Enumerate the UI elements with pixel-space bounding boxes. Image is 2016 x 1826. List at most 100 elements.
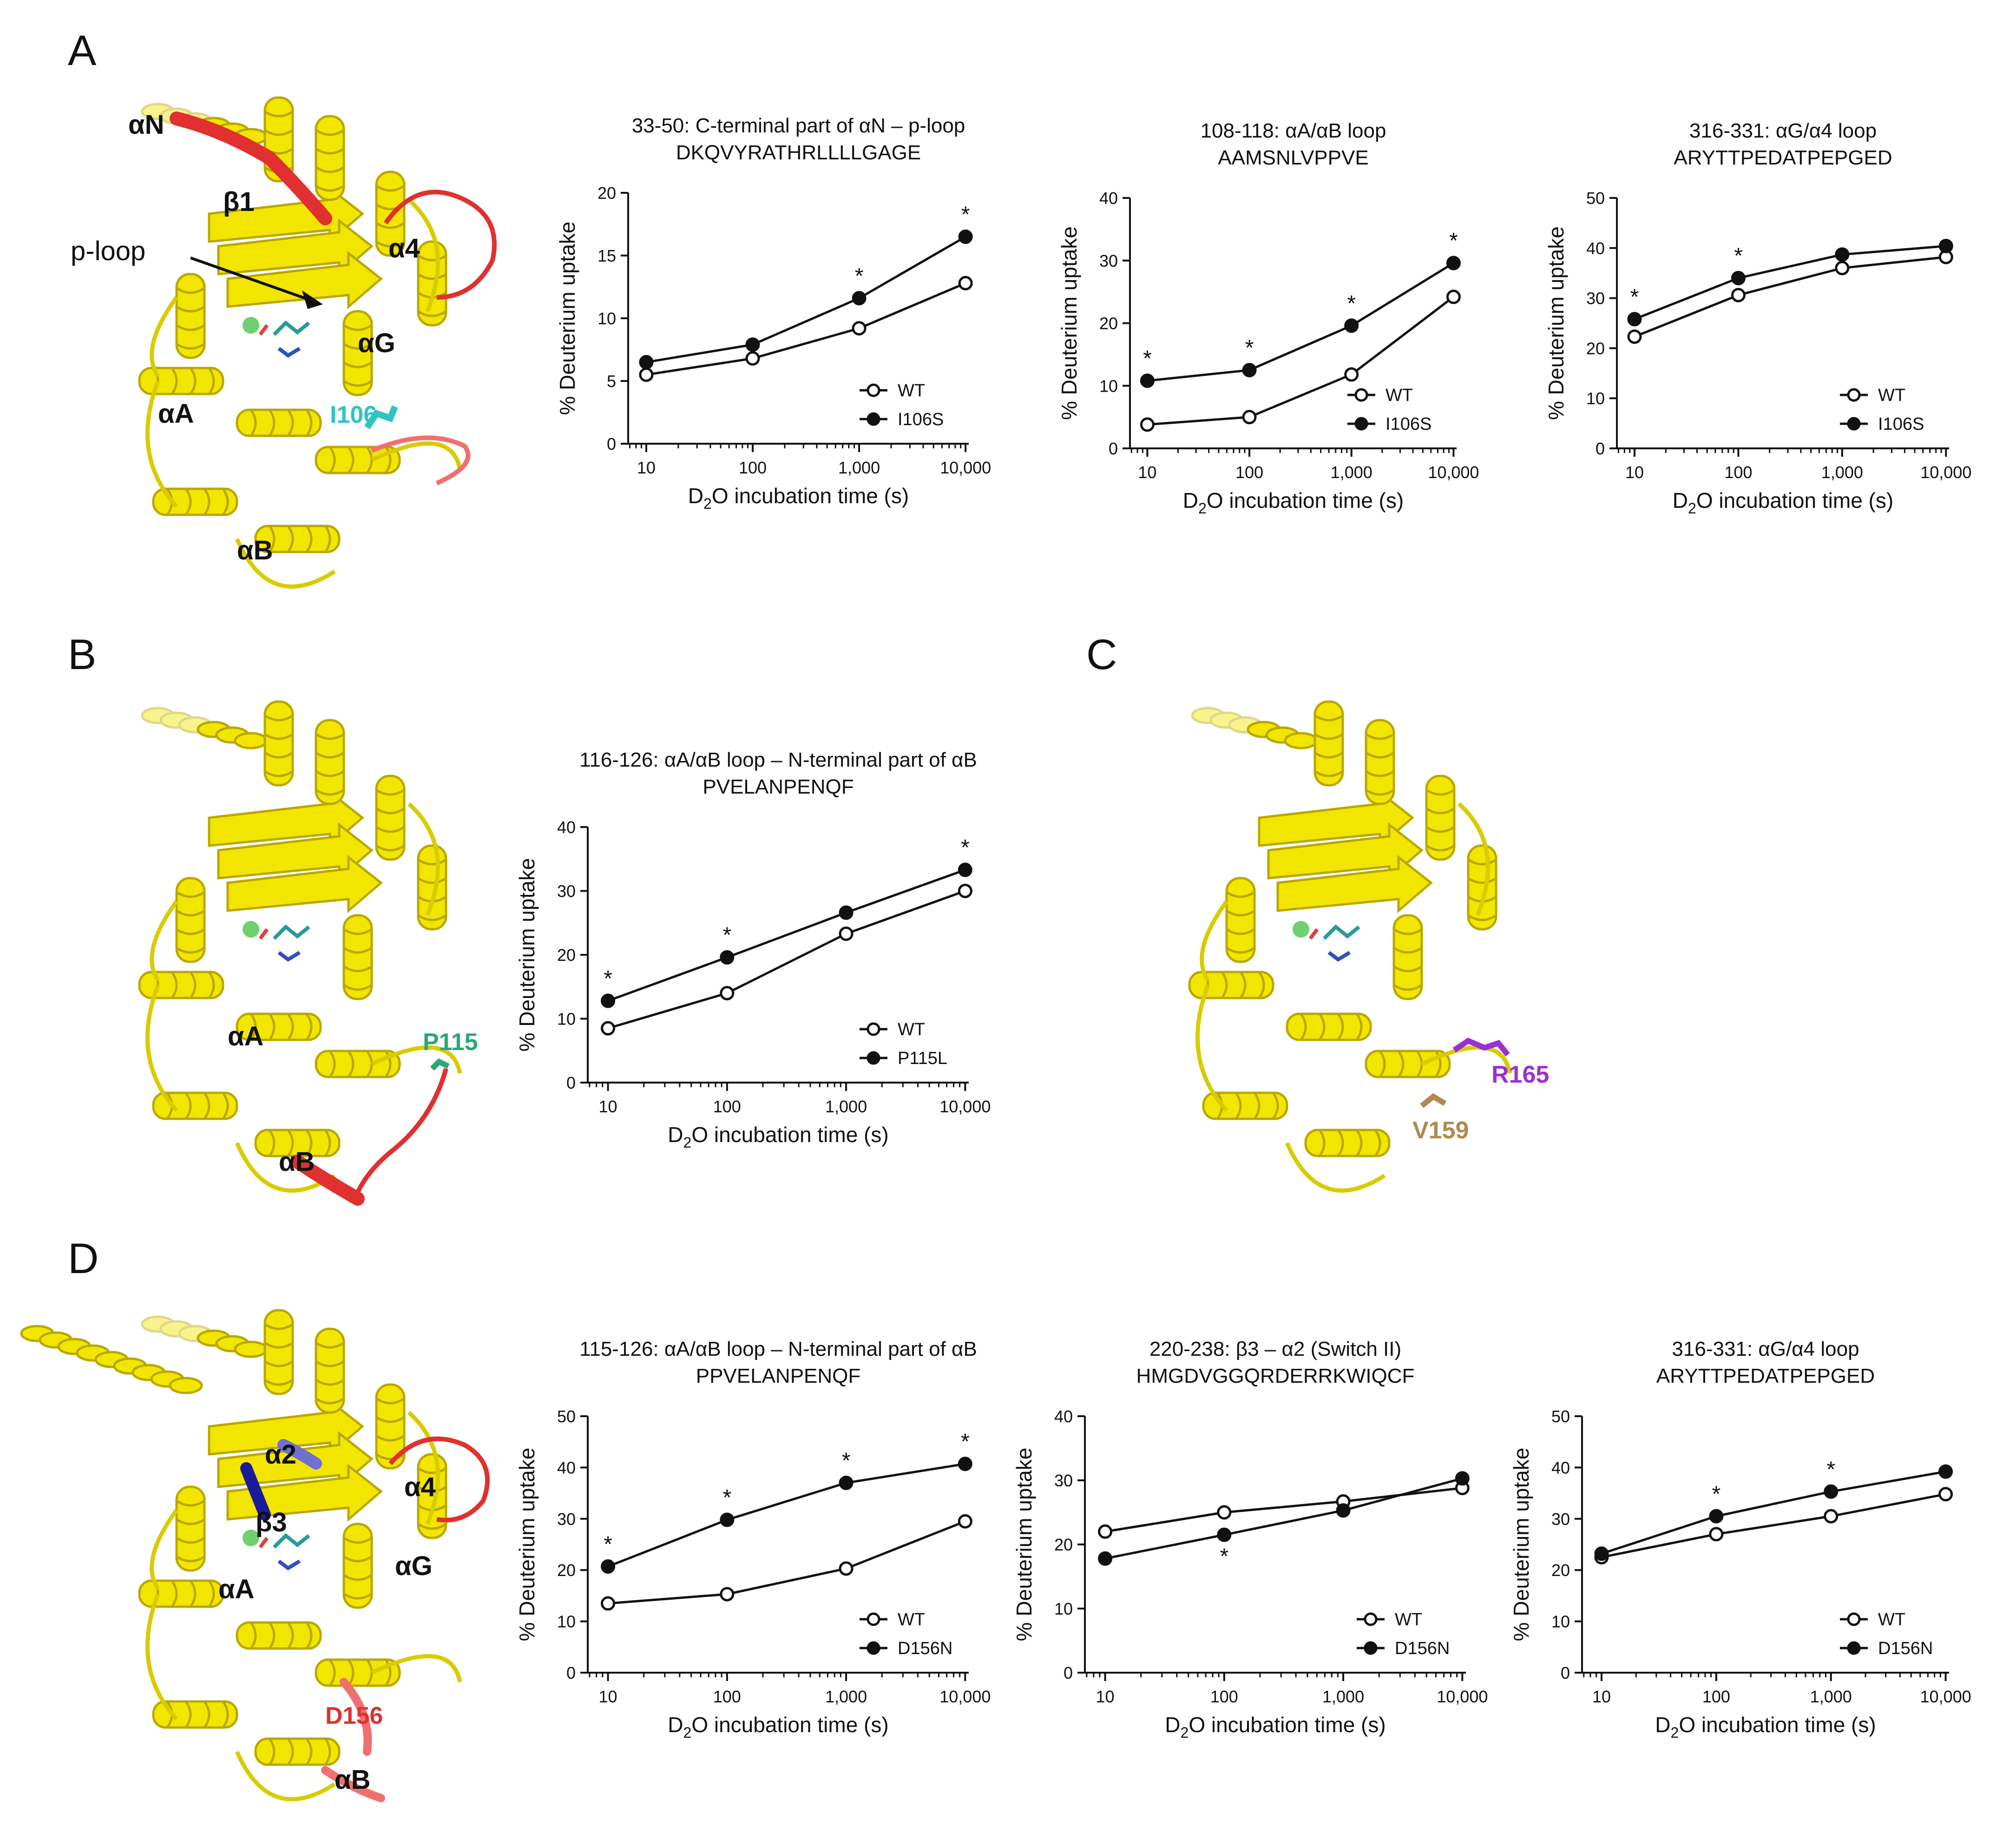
series-line-d156n bbox=[1105, 1477, 1463, 1560]
x-axis-label: D2O incubation time (s) bbox=[688, 484, 909, 512]
y-tick-label: 10 bbox=[1586, 389, 1605, 408]
y-tick-label: 20 bbox=[1551, 1561, 1570, 1580]
significance-star: * bbox=[722, 923, 731, 948]
data-point-d156n bbox=[839, 1476, 854, 1491]
x-tick-label: 1,000 bbox=[1331, 463, 1372, 482]
y-tick-label: 20 bbox=[1099, 314, 1118, 333]
data-point-wt bbox=[1140, 417, 1155, 432]
data-point-wt bbox=[1217, 1505, 1232, 1520]
significance-star: * bbox=[842, 1449, 851, 1473]
data-point-d156n bbox=[1594, 1546, 1609, 1561]
data-point-i106s bbox=[1627, 312, 1642, 327]
alpha-b-pink-loop bbox=[371, 435, 471, 486]
y-tick-label: 20 bbox=[557, 946, 576, 965]
y-axis-label: % Deuterium uptake bbox=[515, 1448, 539, 1642]
data-point-d156n bbox=[1709, 1509, 1724, 1524]
data-point-wt bbox=[839, 1561, 854, 1576]
v159-sticks bbox=[1420, 1093, 1447, 1108]
series-line-wt bbox=[608, 1520, 966, 1605]
legend-marker bbox=[867, 1022, 880, 1036]
significance-star: * bbox=[961, 835, 970, 860]
label-alpha-g: αG bbox=[395, 1551, 433, 1581]
chart-d1: 115-126: αA/αB loop – N-terminal part of… bbox=[515, 1338, 991, 1741]
legend-marker bbox=[1364, 1641, 1378, 1655]
y-tick-label: 10 bbox=[1054, 1599, 1073, 1618]
significance-star: * bbox=[1143, 346, 1152, 371]
data-point-wt bbox=[745, 351, 760, 366]
x-tick-label: 100 bbox=[1724, 463, 1752, 482]
y-tick-label: 10 bbox=[1099, 376, 1118, 395]
data-point-p115l bbox=[958, 862, 972, 877]
label-beta3: β3 bbox=[256, 1507, 287, 1537]
chart-a3: 316-331: αG/α4 loop ARYTTPEDATPEPGED 0 10 20… bbox=[1544, 119, 1971, 517]
series-line-wt bbox=[1105, 1487, 1463, 1533]
i106-sticks bbox=[364, 405, 398, 429]
series-line-i106s bbox=[1147, 262, 1454, 382]
x-tick-label: 10 bbox=[1138, 463, 1156, 482]
series-line-d156n bbox=[1601, 1470, 1946, 1555]
x-axis-label: D2O incubation time (s) bbox=[1655, 1713, 1876, 1741]
legend-label: D156N bbox=[1878, 1639, 1933, 1658]
data-point-i106s bbox=[1446, 256, 1461, 270]
chart-subtitle: HMGDVGGQRDERRKWIQCF bbox=[1136, 1365, 1415, 1387]
x-tick-label: 10,000 bbox=[1437, 1687, 1488, 1706]
chart-title: 108-118: αA/αB loop bbox=[1201, 119, 1386, 142]
y-tick-label: 20 bbox=[1586, 339, 1605, 358]
label-alpha-a: αA bbox=[218, 1574, 255, 1604]
x-tick-label: 100 bbox=[1235, 463, 1263, 482]
significance-star: * bbox=[855, 264, 864, 289]
label-v159: V159 bbox=[1412, 1117, 1469, 1144]
data-point-d156n bbox=[601, 1559, 616, 1574]
legend-marker bbox=[1847, 417, 1861, 431]
legend-label: I106S bbox=[1878, 414, 1924, 434]
alpha2-blue-helix bbox=[277, 1439, 322, 1470]
data-point-i106s bbox=[1835, 247, 1850, 262]
x-tick-label: 10,000 bbox=[1428, 463, 1479, 482]
chart-title: 316-331: αG/α4 loop bbox=[1672, 1338, 1859, 1360]
x-tick-label: 10 bbox=[1096, 1687, 1115, 1706]
label-alpha-g: αG bbox=[358, 328, 395, 358]
series-line-wt bbox=[646, 282, 966, 376]
data-point-d156n bbox=[1938, 1464, 1953, 1479]
label-p115: P115 bbox=[423, 1029, 478, 1056]
panel-letter-a: A bbox=[68, 27, 97, 74]
data-point-wt bbox=[1938, 1487, 1953, 1502]
series-line-d156n bbox=[607, 1463, 965, 1568]
data-point-wt bbox=[601, 1596, 616, 1611]
data-point-i106s bbox=[1140, 373, 1155, 388]
y-tick-label: 10 bbox=[557, 1612, 576, 1631]
y-tick-label: 40 bbox=[1586, 239, 1605, 258]
legend-marker bbox=[1364, 1612, 1378, 1626]
series-line-i106s bbox=[1634, 244, 1946, 321]
chart-title: 115-126: αA/αB loop – N-terminal part of… bbox=[579, 1338, 977, 1360]
x-tick-label: 10 bbox=[1592, 1687, 1611, 1706]
legend-label: WT bbox=[1878, 1610, 1905, 1629]
data-point-d156n bbox=[720, 1512, 735, 1527]
y-tick-label: 40 bbox=[1551, 1458, 1570, 1477]
legend-label: D156N bbox=[898, 1639, 952, 1658]
significance-star: * bbox=[1630, 285, 1639, 309]
series-line-wt bbox=[607, 890, 966, 1030]
y-tick-label: 20 bbox=[598, 184, 616, 203]
y-tick-label: 50 bbox=[1586, 189, 1605, 208]
significance-star: * bbox=[961, 203, 970, 227]
significance-star: * bbox=[961, 1430, 970, 1454]
chart-a2: 108-118: αA/αB loop AAMSNLVPPVE 0 10 20 30 40 1… bbox=[1057, 119, 1479, 517]
significance-star: * bbox=[1347, 291, 1356, 316]
y-tick-label: 0 bbox=[1596, 439, 1605, 458]
chart-subtitle: ARYTTPEDATPEPGED bbox=[1656, 1365, 1875, 1387]
structure-b: αA αB P115 bbox=[139, 702, 478, 1206]
data-point-i106s bbox=[1731, 270, 1746, 285]
y-tick-label: 20 bbox=[1054, 1535, 1073, 1554]
y-tick-label: 0 bbox=[607, 434, 616, 453]
y-tick-label: 40 bbox=[557, 1458, 576, 1477]
legend-label: I106S bbox=[898, 410, 944, 429]
y-axis-label: % Deuterium uptake bbox=[1509, 1448, 1533, 1642]
data-point-i106s bbox=[745, 337, 760, 352]
x-tick-label: 10 bbox=[599, 1097, 617, 1116]
y-tick-label: 0 bbox=[566, 1073, 576, 1092]
panel-letter-d: D bbox=[68, 1235, 99, 1282]
x-tick-label: 1,000 bbox=[825, 1687, 867, 1706]
data-point-p115l bbox=[720, 950, 735, 965]
